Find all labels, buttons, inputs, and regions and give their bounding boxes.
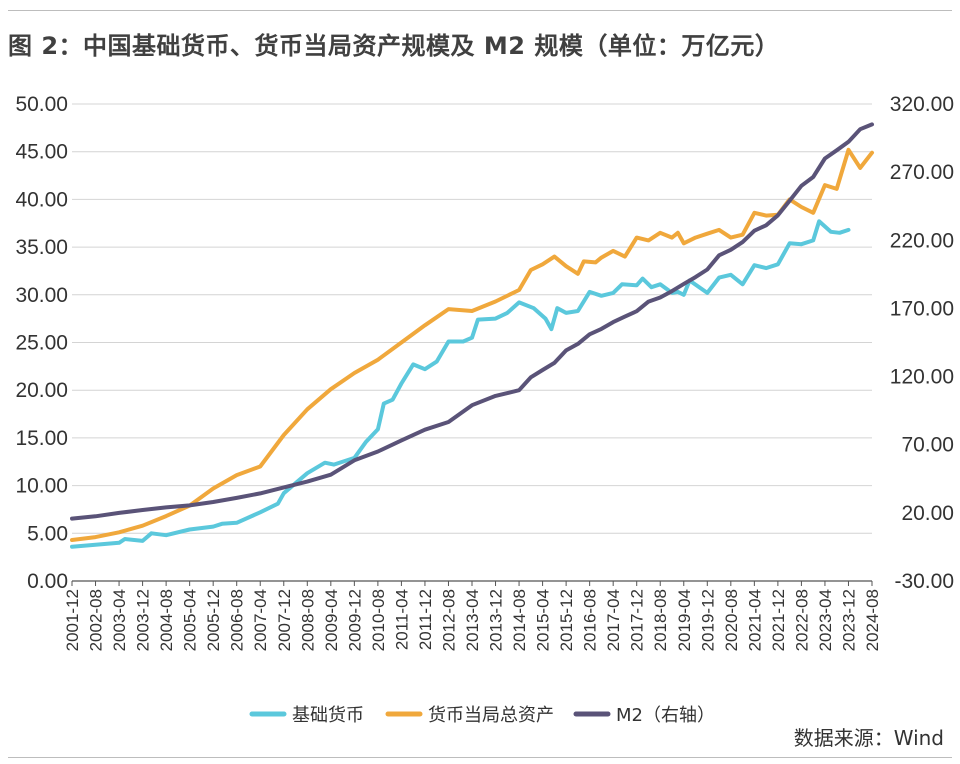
x-tick-label: 2018-08	[651, 589, 670, 651]
x-tick-label: 2013-04	[463, 589, 482, 651]
x-tick-label: 2007-12	[275, 589, 294, 651]
x-tick-label: 2004-08	[157, 589, 176, 651]
x-tick-label: 2020-08	[722, 589, 741, 651]
x-tick-label: 2010-08	[369, 589, 388, 651]
x-tick-label: 2005-04	[181, 589, 200, 651]
right-y-tick-label: 320.00	[890, 93, 954, 116]
x-tick-label: 2009-04	[322, 589, 341, 651]
series-lines	[70, 122, 874, 549]
x-tick-label: 2023-04	[816, 589, 835, 651]
chart-title: 图 2：中国基础货币、货币当局资产规模及 M2 规模（单位：万亿元）	[8, 32, 780, 60]
x-axis-ticks: 2001-12 2002-08 2003-04 2003-12 2004-08 2005-…	[63, 581, 882, 651]
right-y-tick-label: 20.00	[901, 502, 954, 525]
left-y-tick-label: 0.00	[27, 570, 68, 593]
right-y-axis-ticks: -30.00 20.00 70.00 120.00 170.00 220.00 270.00…	[890, 93, 954, 593]
left-y-tick-label: 45.00	[15, 141, 68, 164]
series-line-2	[70, 147, 874, 542]
x-tick-label: 2015-12	[557, 589, 576, 651]
right-y-tick-label: 170.00	[890, 297, 954, 320]
left-y-tick-label: 5.00	[27, 522, 68, 545]
x-tick-label: 2005-12	[204, 589, 223, 651]
x-tick-label: 2015-04	[534, 589, 553, 651]
legend: 基础货币 货币当局总资产 M2（右轴）	[249, 705, 715, 726]
left-y-tick-label: 25.00	[15, 332, 68, 355]
x-tick-label: 2017-04	[604, 589, 623, 651]
x-tick-label: 2012-08	[439, 589, 458, 651]
x-tick-label: 2019-04	[675, 589, 694, 651]
x-tick-label: 2013-12	[487, 589, 506, 651]
top-rule	[8, 10, 952, 11]
x-tick-label: 2003-12	[134, 589, 153, 651]
x-tick-label: 2021-04	[745, 589, 764, 651]
series-line-3	[70, 122, 874, 521]
series-line-1	[70, 219, 851, 549]
left-y-tick-label: 20.00	[15, 379, 68, 402]
x-tick-label: 2022-08	[792, 589, 811, 651]
grid-lines	[72, 103, 872, 534]
left-y-tick-label: 10.00	[15, 475, 68, 498]
x-tick-label: 2021-12	[769, 589, 788, 651]
legend-label: 基础货币	[292, 705, 364, 726]
x-tick-label: 2019-12	[698, 589, 717, 651]
right-y-tick-label: 270.00	[890, 161, 954, 184]
x-tick-label: 2011-04	[392, 589, 411, 650]
x-tick-label: 2006-08	[228, 589, 247, 651]
x-tick-label: 2008-08	[298, 589, 317, 651]
left-y-tick-label: 40.00	[15, 188, 68, 211]
x-tick-label: 2009-12	[345, 589, 364, 651]
x-tick-label: 2002-08	[87, 589, 106, 651]
x-tick-label: 2007-04	[251, 589, 270, 651]
source-note: 数据来源：Wind	[793, 726, 944, 750]
x-tick-label: 2023-12	[839, 589, 858, 651]
left-y-tick-label: 30.00	[15, 284, 68, 307]
x-tick-label: 2003-04	[110, 589, 129, 651]
legend-label: M2（右轴）	[616, 705, 715, 726]
bottom-rule	[8, 757, 952, 758]
x-tick-label: 2024-08	[863, 589, 882, 651]
right-y-tick-label: 70.00	[901, 434, 954, 457]
right-y-tick-label: 120.00	[890, 366, 954, 389]
right-y-tick-label: 220.00	[890, 229, 954, 252]
right-y-tick-label: -30.00	[894, 570, 954, 593]
x-tick-label: 2011-12	[416, 589, 435, 650]
x-tick-label: 2014-08	[510, 589, 529, 651]
left-y-tick-label: 15.00	[15, 427, 68, 450]
left-y-tick-label: 50.00	[15, 93, 68, 116]
x-tick-label: 2016-08	[581, 589, 600, 651]
left-y-axis-ticks: 0.00 5.00 10.00 15.00 20.00 25.00 30.00 35.00 40…	[15, 93, 68, 593]
x-tick-label: 2001-12	[63, 589, 82, 651]
legend-label: 货币当局总资产	[428, 705, 554, 726]
left-y-tick-label: 35.00	[15, 236, 68, 259]
x-tick-label: 2017-12	[628, 589, 647, 651]
